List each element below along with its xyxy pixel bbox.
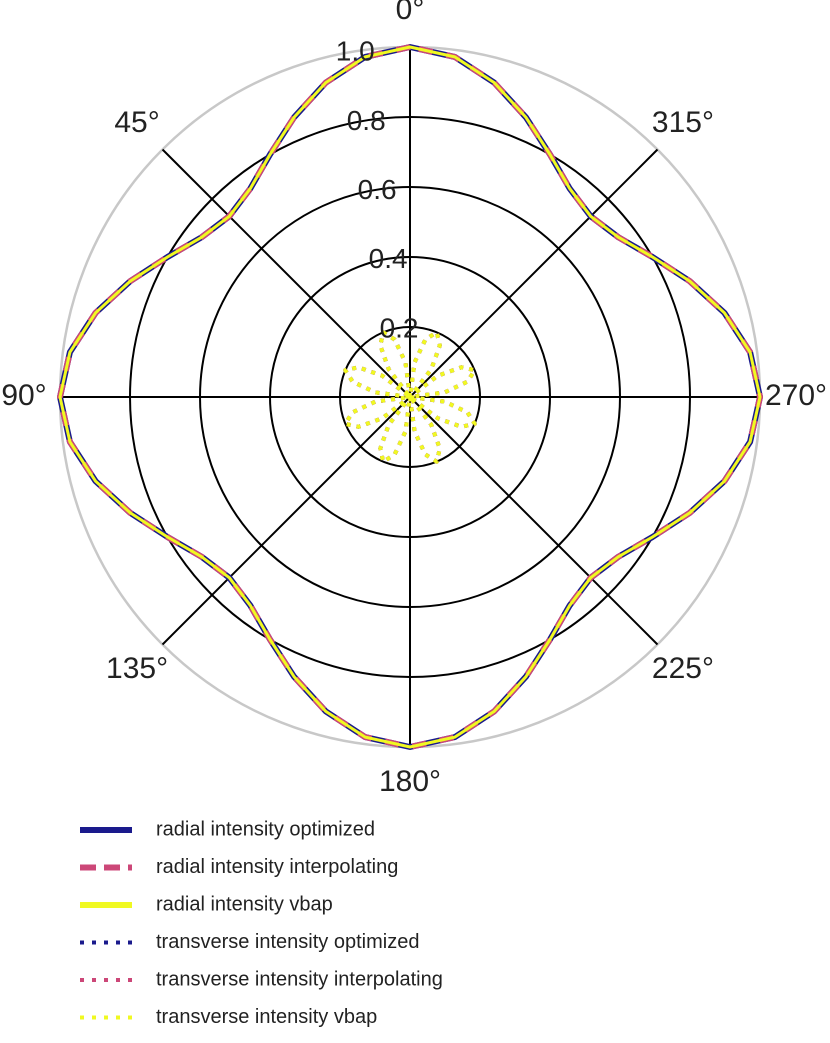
- r-tick-label: 0.6: [358, 174, 397, 205]
- theta-tick-label: 45°: [114, 106, 159, 139]
- legend-label: transverse intensity optimized: [156, 931, 419, 953]
- r-tick-label: 0.4: [369, 243, 408, 274]
- theta-tick-label: 0°: [396, 0, 425, 26]
- spoke: [161, 148, 411, 398]
- theta-tick-label: 90°: [1, 379, 46, 412]
- series-line: [343, 330, 477, 464]
- theta-tick-label: 180°: [379, 765, 441, 798]
- theta-tick-label: 315°: [652, 106, 714, 139]
- spoke: [409, 396, 659, 646]
- theta-tick-label: 135°: [106, 652, 168, 685]
- spoke: [409, 148, 659, 398]
- legend-label: transverse intensity interpolating: [156, 968, 443, 990]
- theta-tick-label: 225°: [652, 652, 714, 685]
- legend-label: radial intensity interpolating: [156, 856, 398, 878]
- series-line: [58, 45, 762, 749]
- r-tick-label: 1.0: [336, 36, 375, 67]
- spoke: [161, 396, 411, 646]
- r-tick-label: 0.2: [380, 312, 419, 343]
- legend-label: radial intensity vbap: [156, 893, 333, 915]
- theta-tick-label: 270°: [765, 379, 827, 412]
- legend-label: radial intensity optimized: [156, 818, 375, 840]
- legend-label: transverse intensity vbap: [156, 1006, 377, 1028]
- r-tick-label: 0.8: [347, 105, 386, 136]
